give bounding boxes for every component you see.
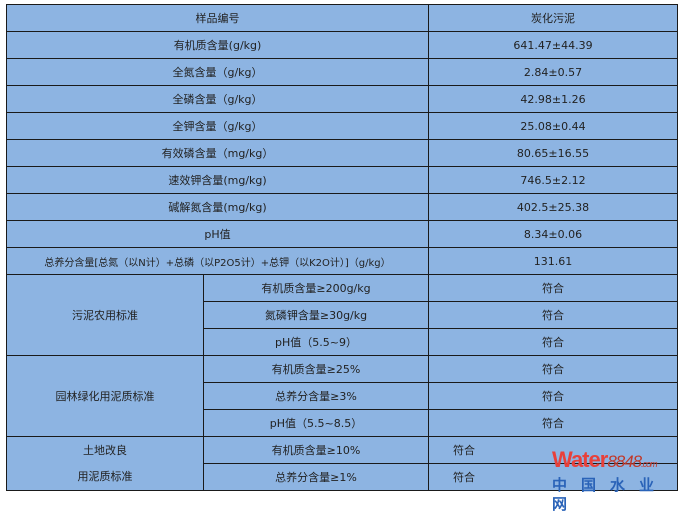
row-label: 全磷含量（g/kg） bbox=[6, 85, 429, 113]
row-value: 641.47±44.39 bbox=[428, 31, 678, 59]
standard-name: 园林绿化用泥质标准 bbox=[6, 355, 204, 437]
table-row: 全氮含量（g/kg） 2.84±0.57 bbox=[6, 58, 678, 86]
standard-name: 土地改良 用泥质标准 bbox=[6, 436, 204, 491]
row-value: 402.5±25.38 bbox=[428, 193, 678, 221]
row-value: 8.34±0.06 bbox=[428, 220, 678, 248]
criterion: 有机质含量≥10% bbox=[203, 436, 429, 464]
header-value: 炭化污泥 bbox=[428, 4, 678, 32]
row-value: 80.65±16.55 bbox=[428, 139, 678, 167]
result: 符合 bbox=[428, 301, 678, 329]
table-row: 速效钾含量(mg/kg) 746.5±2.12 bbox=[6, 166, 678, 194]
table-row: 有效磷含量（mg/kg） 80.65±16.55 bbox=[6, 139, 678, 167]
table-row: 总养分含量[总氮（以N计）+总磷（以P2O5计）+总钾（以K2O计）]（g/kg… bbox=[6, 247, 678, 275]
standard-row: 氮磷钾含量≥30g/kg 符合 bbox=[7, 301, 678, 329]
standard-row: 土地改良 用泥质标准 有机质含量≥10% 符合 bbox=[6, 436, 678, 491]
criterion: 总养分含量≥1% bbox=[203, 463, 429, 491]
standard-row: 总养分含量≥1% 符合 bbox=[7, 463, 678, 491]
table-row: 全钾含量（g/kg） 25.08±0.44 bbox=[6, 112, 678, 140]
result: 符合 bbox=[428, 355, 678, 383]
standard-name: 污泥农用标准 bbox=[6, 274, 204, 356]
row-label: 有机质含量(g/kg) bbox=[6, 31, 429, 59]
criterion: pH值（5.5~8.5） bbox=[203, 409, 429, 437]
criterion: 有机质含量≥25% bbox=[203, 355, 429, 383]
table-row: 碱解氮含量(mg/kg) 402.5±25.38 bbox=[6, 193, 678, 221]
row-value: 25.08±0.44 bbox=[428, 112, 678, 140]
sludge-properties-table: 样品编号 炭化污泥 有机质含量(g/kg) 641.47±44.39 全氮含量（g… bbox=[6, 4, 678, 491]
standard-name-line2: 用泥质标准 bbox=[77, 469, 133, 483]
standard-name-line1: 土地改良 bbox=[83, 443, 127, 457]
table-row: pH值 8.34±0.06 bbox=[6, 220, 678, 248]
table-row: 全磷含量（g/kg） 42.98±1.26 bbox=[6, 85, 678, 113]
row-label: 全氮含量（g/kg） bbox=[6, 58, 429, 86]
result: 符合 bbox=[428, 328, 678, 356]
row-label: 全钾含量（g/kg） bbox=[6, 112, 429, 140]
result: 符合 bbox=[428, 409, 678, 437]
standard-row: 园林绿化用泥质标准 有机质含量≥25% 符合 bbox=[6, 355, 678, 437]
standard-row: pH值（5.5~8.5） 符合 bbox=[7, 409, 678, 437]
standard-row: 污泥农用标准 有机质含量≥200g/kg 符合 bbox=[6, 274, 678, 356]
result: 符合 bbox=[428, 382, 678, 410]
row-value: 746.5±2.12 bbox=[428, 166, 678, 194]
row-value: 131.61 bbox=[428, 247, 678, 275]
result: 符合 bbox=[428, 274, 678, 302]
row-label: 有效磷含量（mg/kg） bbox=[6, 139, 429, 167]
row-label: pH值 bbox=[6, 220, 429, 248]
table-row: 有机质含量(g/kg) 641.47±44.39 bbox=[6, 31, 678, 59]
row-label: 碱解氮含量(mg/kg) bbox=[6, 193, 429, 221]
criterion: pH值（5.5~9） bbox=[203, 328, 429, 356]
result: 符合 bbox=[428, 463, 678, 491]
result: 符合 bbox=[428, 436, 678, 464]
header-sample: 样品编号 bbox=[6, 4, 429, 32]
criterion: 氮磷钾含量≥30g/kg bbox=[203, 301, 429, 329]
standard-row: 总养分含量≥3% 符合 bbox=[7, 382, 678, 410]
header-row: 样品编号 炭化污泥 bbox=[6, 4, 678, 32]
row-label: 总养分含量[总氮（以N计）+总磷（以P2O5计）+总钾（以K2O计）]（g/kg… bbox=[6, 247, 429, 275]
row-value: 42.98±1.26 bbox=[428, 85, 678, 113]
row-label: 速效钾含量(mg/kg) bbox=[6, 166, 429, 194]
criterion: 总养分含量≥3% bbox=[203, 382, 429, 410]
criterion: 有机质含量≥200g/kg bbox=[203, 274, 429, 302]
row-value: 2.84±0.57 bbox=[428, 58, 678, 86]
